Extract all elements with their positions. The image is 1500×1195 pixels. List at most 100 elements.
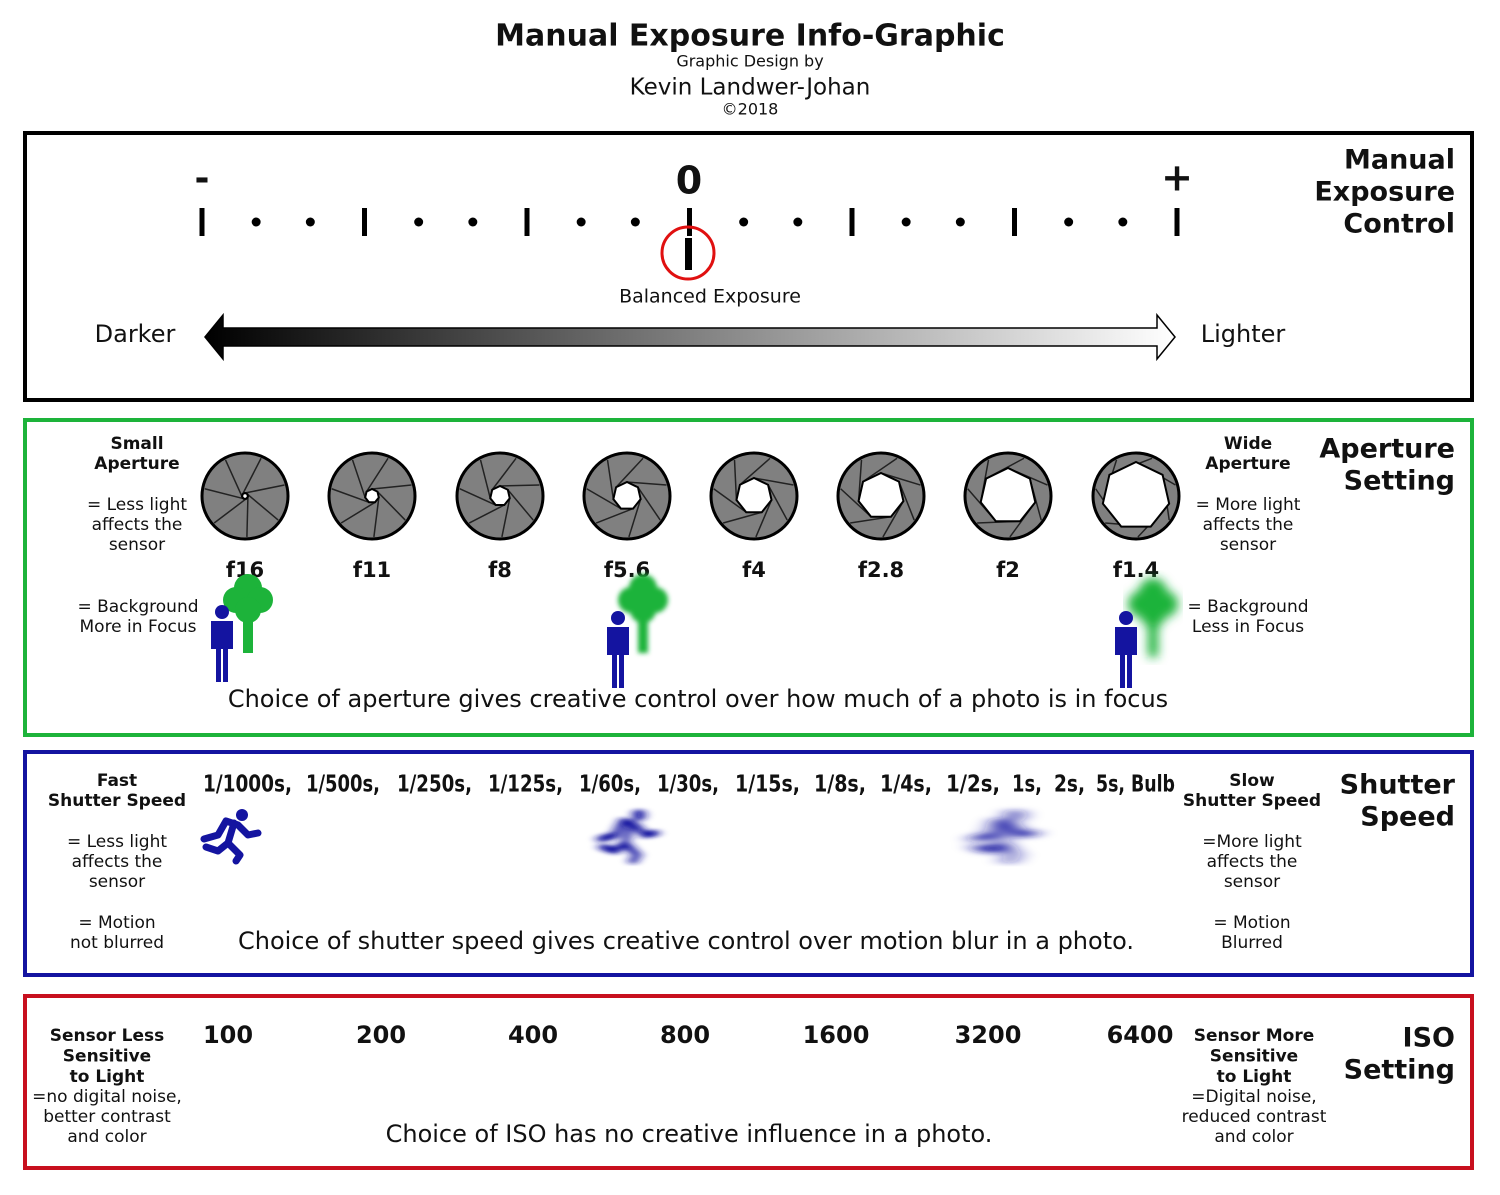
aperture-blade xyxy=(586,488,622,510)
tree-trunk xyxy=(638,613,648,653)
heading: Fast xyxy=(97,771,137,791)
scale-dot xyxy=(305,217,315,227)
aperture-blade xyxy=(733,459,738,501)
section-title: Exposure xyxy=(1314,177,1455,208)
shutter-speed: 1/125s, xyxy=(488,772,563,798)
gradient-arrow xyxy=(204,312,1176,362)
f-stop: f11 xyxy=(353,558,391,582)
aperture-opening xyxy=(612,480,642,510)
f-stop: f2.8 xyxy=(858,558,904,582)
marker xyxy=(685,238,692,270)
note: reduced contrast xyxy=(1182,1107,1327,1127)
aperture-opening xyxy=(364,487,380,504)
iso-value: 400 xyxy=(508,1021,558,1049)
tree-crown xyxy=(630,597,656,623)
runner xyxy=(973,809,1035,865)
runner xyxy=(200,809,262,865)
aperture-opening xyxy=(857,471,905,518)
aperture-blade xyxy=(857,459,863,502)
note: not blurred xyxy=(70,933,164,953)
heading: Shutter Speed xyxy=(48,791,186,811)
aperture-blade xyxy=(371,484,412,490)
aperture-blade xyxy=(501,498,511,538)
section-title: Shutter xyxy=(1340,770,1456,801)
aperture-blade xyxy=(767,484,788,521)
shutter-speed: 1/30s, xyxy=(657,772,719,798)
f-stop: f8 xyxy=(488,558,512,582)
person xyxy=(1119,611,1133,625)
person xyxy=(611,611,625,625)
shutter-speed: 2s, xyxy=(1054,772,1085,798)
tree-trunk xyxy=(1148,617,1158,657)
aperture-blade xyxy=(373,497,380,538)
scale-zero: 0 xyxy=(676,159,702,203)
scale-dot xyxy=(793,217,803,227)
scale-minus: - xyxy=(195,158,210,199)
aperture-blade xyxy=(606,459,615,500)
aperture-blade xyxy=(739,457,771,486)
heading: Sensor Less xyxy=(50,1026,165,1046)
section-title: Setting xyxy=(1344,1055,1455,1086)
aperture-blade xyxy=(213,498,247,524)
note: = Background xyxy=(77,597,198,617)
marker-label: Balanced Exposure xyxy=(619,286,801,308)
aperture-blade xyxy=(459,488,496,506)
note: and color xyxy=(67,1127,146,1147)
section-box xyxy=(23,750,1474,977)
tree-crown xyxy=(1140,601,1166,627)
aperture-blade xyxy=(840,488,872,518)
heading: to Light xyxy=(1217,1067,1292,1087)
aperture-blade xyxy=(479,459,491,499)
tree-crown xyxy=(235,597,261,623)
scale-dot xyxy=(630,217,640,227)
shutter-speed: 1/4s, xyxy=(880,772,932,798)
section-box xyxy=(23,131,1474,402)
shutter-speed: 1/1000s, xyxy=(203,772,292,798)
note: =More light xyxy=(1202,832,1302,852)
scale-tick xyxy=(524,208,530,236)
heading: Wide xyxy=(1224,434,1272,454)
note: = Motion xyxy=(1213,913,1290,933)
subtitle: Graphic Design by xyxy=(676,52,823,71)
section-title: ISO xyxy=(1403,1023,1455,1054)
tree-trunk xyxy=(243,613,253,653)
tree xyxy=(1128,578,1178,657)
f-stop: f2 xyxy=(996,558,1020,582)
note: = Less light xyxy=(87,495,187,515)
darker-label: Darker xyxy=(95,320,176,348)
iso-value: 800 xyxy=(660,1021,710,1049)
caption: Choice of ISO has no creative influence … xyxy=(386,1120,993,1148)
iso-value: 200 xyxy=(356,1021,406,1049)
aperture-opening xyxy=(979,466,1037,523)
note: better contrast xyxy=(43,1107,171,1127)
scale-tick xyxy=(849,208,855,236)
note: sensor xyxy=(1220,535,1276,555)
shutter-speed: 1/2s, xyxy=(946,772,1000,798)
aperture-blade xyxy=(898,481,915,521)
scale-tick xyxy=(687,208,692,236)
aperture-opening xyxy=(1101,460,1171,528)
shutter-speed: 1/60s, xyxy=(579,772,641,798)
section-box xyxy=(23,418,1474,737)
aperture-blade xyxy=(331,488,370,504)
aperture-blade xyxy=(882,500,905,538)
heading: Sensitive xyxy=(1210,1047,1298,1067)
aperture-blade xyxy=(637,486,661,521)
aperture-blade xyxy=(626,481,667,486)
person xyxy=(1115,627,1137,688)
aperture-blade xyxy=(499,484,540,487)
note: =no digital noise, xyxy=(32,1087,182,1107)
note: = Background xyxy=(1187,597,1308,617)
section-title: Control xyxy=(1343,209,1455,240)
note: Blurred xyxy=(1221,933,1283,953)
runner xyxy=(597,809,659,865)
shutter-speed: 1/250s, xyxy=(397,772,472,798)
note: Less in Focus xyxy=(1192,617,1304,637)
scale-tick xyxy=(1174,208,1180,236)
caption: Choice of aperture gives creative contro… xyxy=(228,685,1168,713)
person xyxy=(211,621,233,682)
aperture-opening xyxy=(489,484,511,507)
aperture-blade xyxy=(722,511,763,524)
heading: Sensor More xyxy=(1194,1026,1315,1046)
